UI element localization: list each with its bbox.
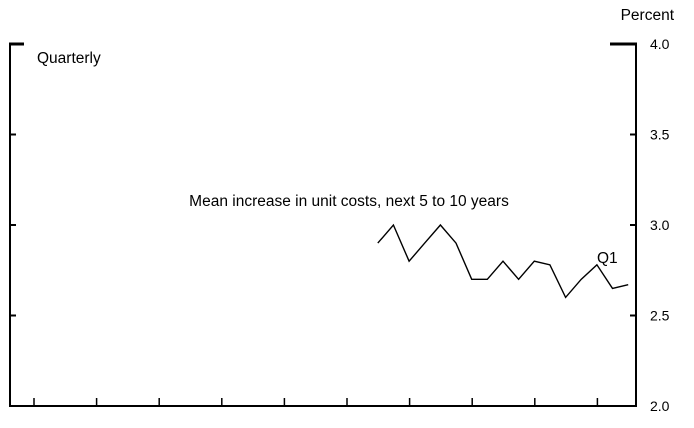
y-tick-label: 2.5 bbox=[650, 308, 670, 324]
y-tick-label: 3.0 bbox=[650, 217, 670, 233]
frequency-label: Quarterly bbox=[37, 50, 101, 67]
y-tick-label: 4.0 bbox=[650, 36, 670, 52]
unit-label: Percent bbox=[621, 7, 675, 24]
series-line bbox=[377, 223, 629, 299]
series-annotation: Mean increase in unit costs, next 5 to 1… bbox=[189, 193, 509, 210]
series-layer bbox=[377, 223, 629, 299]
x-axis-ticks bbox=[33, 398, 599, 406]
series-end-label: Q1 bbox=[597, 250, 618, 267]
y-axis-ticks: 2.0 2.5 3.0 3.5 4.0 bbox=[10, 36, 670, 414]
y-tick-label: 3.5 bbox=[650, 127, 670, 143]
y-tick-label: 2.0 bbox=[650, 398, 670, 414]
chart-frame bbox=[9, 42, 637, 407]
